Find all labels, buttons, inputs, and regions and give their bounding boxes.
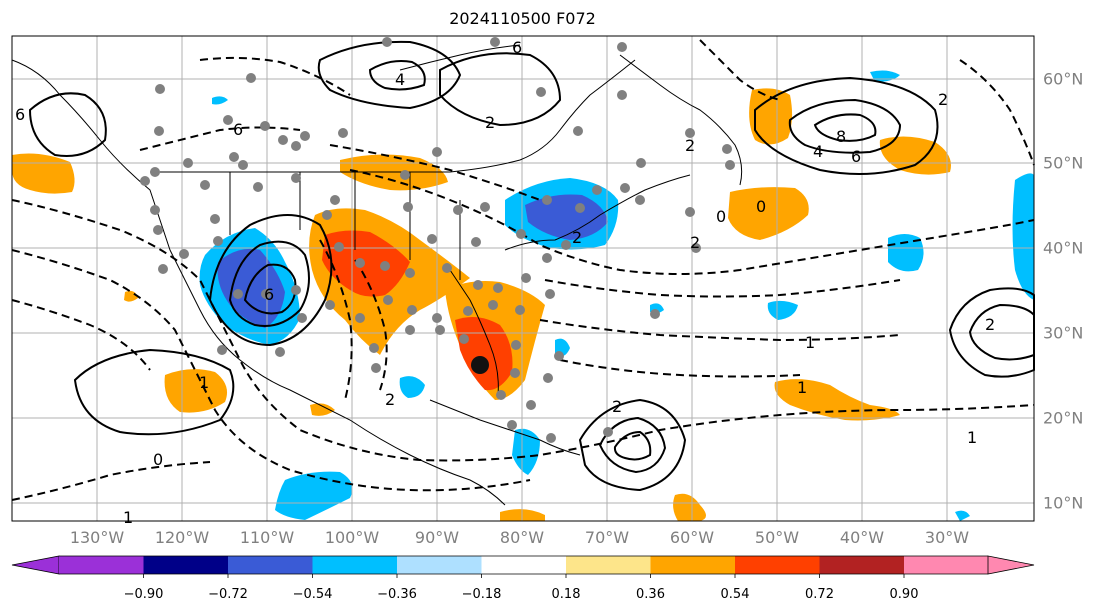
lat-label: 60°N <box>1043 69 1084 89</box>
colorbar-tick-label: −0.36 <box>377 587 417 602</box>
contour-label: 4 <box>813 142 823 161</box>
colorbar-tick-label: −0.54 <box>292 587 333 602</box>
colorbar-segment <box>904 556 988 574</box>
lat-label: 10°N <box>1043 493 1084 513</box>
colorbar-tick-label: −0.72 <box>208 587 248 602</box>
map-frame <box>11 35 1035 522</box>
colorbar-tick-label: 0.54 <box>720 587 750 602</box>
shade-blue-small4 <box>212 96 228 105</box>
contour-label: 0 <box>756 197 766 216</box>
shade-blue-small6 <box>955 510 970 521</box>
graticule <box>12 36 1034 521</box>
colorbar-segment <box>312 556 397 574</box>
contour-label: 2 <box>572 228 582 247</box>
lon-label: 120°W <box>154 528 210 547</box>
shade-blue-atlantic <box>888 234 924 272</box>
lon-label: 40°W <box>839 528 885 547</box>
contour-label: 1 <box>797 378 807 397</box>
contour-label: 4 <box>395 70 405 89</box>
shade-blue-gulf <box>399 376 425 398</box>
contour-labels: 6 4 2 8 6 4 0 2 1 2 6 0 2 6 1 2 2 0 1 2 … <box>15 38 995 527</box>
shade-red-florida <box>455 316 513 391</box>
lon-label: 60°W <box>669 528 715 547</box>
colorbar-tick-label: 0.90 <box>889 587 919 602</box>
shade-blue-pac <box>275 471 353 520</box>
colorbar-left-arrow <box>11 555 60 575</box>
contour-label: 1 <box>967 428 977 447</box>
colorbar-tick-label: −0.90 <box>123 587 164 602</box>
contour-label: 6 <box>264 285 274 304</box>
shade-blue-carib <box>512 428 540 475</box>
colorbar-segment <box>397 556 482 574</box>
lon-label: 90°W <box>414 528 460 547</box>
contour-label: 2 <box>612 397 622 416</box>
contour-label: 6 <box>851 147 861 166</box>
contour-label: 2 <box>690 233 700 252</box>
colorbar-segment <box>143 556 228 574</box>
shade-orange-carib <box>673 493 706 521</box>
map-title: 2024110500 F072 <box>449 9 596 28</box>
shade-orange-atlantic <box>749 88 793 145</box>
colorbar-right-arrow <box>987 555 1035 575</box>
station-markers <box>140 37 735 443</box>
lon-label: 100°W <box>324 528 380 547</box>
contour-label: 2 <box>985 315 995 334</box>
contour-label: 6 <box>233 120 243 139</box>
contour-label: 2 <box>485 113 495 132</box>
contour-label: 0 <box>716 207 726 226</box>
shade-blue-east <box>1012 173 1034 300</box>
shade-orange-mid <box>728 187 809 240</box>
contour-label: 2 <box>385 390 395 409</box>
contour-label: 8 <box>836 127 846 146</box>
colorbar-segment <box>228 556 313 574</box>
lon-label: 50°W <box>754 528 800 547</box>
shade-red-texas <box>322 230 410 297</box>
colorbar-segment <box>481 556 566 574</box>
contours-negative <box>11 39 1035 501</box>
contour-label: 2 <box>938 90 948 109</box>
colorbar-tick-label: −0.18 <box>461 587 502 602</box>
colorbar-segment <box>59 556 144 574</box>
contour-label: 1 <box>199 373 209 392</box>
lon-label: 110°W <box>239 528 295 547</box>
shade-orange-small <box>310 403 335 416</box>
colorbar <box>11 555 1035 578</box>
contours-positive <box>28 40 1035 492</box>
lon-label: 130°W <box>69 528 125 547</box>
colorbar-segment <box>735 556 820 574</box>
lon-label: 80°W <box>499 528 545 547</box>
contour-label: 6 <box>15 105 25 124</box>
contour-label: 1 <box>805 333 815 352</box>
lat-label: 30°N <box>1043 323 1084 343</box>
contour-label: 0 <box>153 450 163 469</box>
colorbar-segment <box>819 556 904 574</box>
colorbar-tick-label: 0.72 <box>805 587 834 602</box>
shade-orange-pac <box>164 369 228 413</box>
shade-darkblue-northeast <box>525 194 608 240</box>
lon-label: 30°W <box>924 528 970 547</box>
lon-label: 70°W <box>584 528 630 547</box>
contour-label: 6 <box>512 38 522 57</box>
contour-label: 2 <box>685 136 695 155</box>
lat-label: 40°N <box>1043 238 1084 258</box>
colorbar-tick-label: 0.18 <box>551 587 581 602</box>
contour-label: 1 <box>123 508 133 527</box>
storm-center-marker <box>471 356 489 374</box>
lat-label: 20°N <box>1043 408 1084 428</box>
shade-blue-small1 <box>767 300 798 320</box>
shade-orange-westpac <box>12 153 75 194</box>
colorbar-segment <box>650 556 735 574</box>
colorbar-segment <box>566 556 651 574</box>
colorbar-tick-label: 0.36 <box>636 587 665 602</box>
lat-label: 50°N <box>1043 153 1084 173</box>
